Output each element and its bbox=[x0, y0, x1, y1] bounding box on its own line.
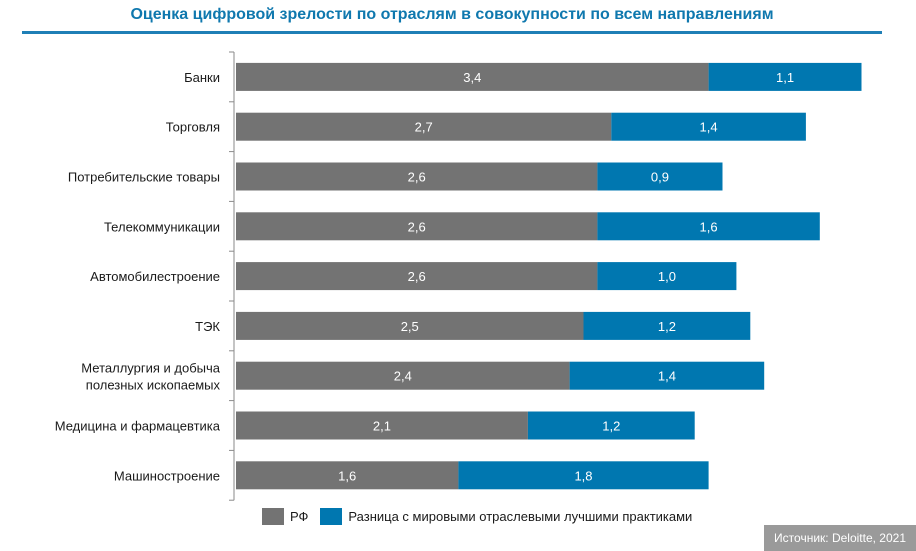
category-label: Потребительские товары bbox=[68, 170, 220, 185]
value-label-gap: 0,9 bbox=[651, 170, 669, 185]
category-label: Автомобилестроение bbox=[90, 269, 220, 284]
legend: РФ Разница с мировыми отраслевыми лучшим… bbox=[262, 506, 704, 526]
legend-swatch-rf bbox=[262, 507, 284, 525]
bar-rf bbox=[236, 62, 709, 91]
bar-gap bbox=[527, 411, 695, 440]
bar-rf bbox=[236, 361, 570, 390]
value-label-rf: 2,6 bbox=[408, 269, 426, 284]
value-label-gap: 1,0 bbox=[658, 269, 676, 284]
legend-item-rf: РФ bbox=[262, 507, 309, 525]
value-label-gap: 1,2 bbox=[658, 319, 676, 334]
bar-rf bbox=[236, 411, 528, 440]
value-label-gap: 1,2 bbox=[602, 419, 620, 434]
value-label-gap: 1,4 bbox=[658, 369, 676, 384]
title-underline bbox=[22, 31, 882, 34]
value-label-gap: 1,1 bbox=[776, 70, 794, 85]
bar-gap bbox=[597, 162, 723, 191]
category-label: Банки bbox=[184, 70, 220, 85]
legend-item-gap: Разница с мировыми отраслевыми лучшими п… bbox=[320, 507, 693, 525]
category-label: Медицина и фармацевтика bbox=[55, 419, 221, 434]
bar-rf bbox=[236, 262, 598, 291]
value-label-rf: 2,4 bbox=[394, 369, 412, 384]
legend-label-rf: РФ bbox=[290, 508, 309, 524]
bar-rf bbox=[236, 162, 598, 191]
value-label-rf: 3,4 bbox=[463, 70, 481, 85]
bar-rf bbox=[236, 212, 598, 241]
value-label-gap: 1,6 bbox=[700, 219, 718, 234]
value-label-rf: 2,7 bbox=[415, 120, 433, 135]
source-note: Источник: Deloitte, 2021 bbox=[764, 525, 916, 551]
bar-rf bbox=[236, 112, 612, 141]
category-label: Металлургия и добыча полезных ископаемых bbox=[81, 361, 220, 393]
chart-title: Оценка цифровой зрелости по отраслям в с… bbox=[130, 6, 774, 23]
value-label-gap: 1,4 bbox=[700, 120, 718, 135]
value-label-gap: 1,8 bbox=[574, 468, 592, 483]
bar-gap bbox=[597, 262, 737, 291]
bar-rf bbox=[236, 461, 459, 490]
category-label: Телекоммуникации bbox=[104, 219, 220, 234]
category-label: Машиностроение bbox=[114, 468, 220, 483]
bar-gap bbox=[569, 361, 765, 390]
bar-gap bbox=[597, 212, 820, 241]
legend-label-gap: Разница с мировыми отраслевыми лучшими п… bbox=[348, 508, 693, 524]
value-label-rf: 2,1 bbox=[373, 419, 391, 434]
bar-gap bbox=[583, 311, 751, 340]
bar-rf bbox=[236, 311, 584, 340]
legend-swatch-gap bbox=[320, 507, 343, 525]
value-label-rf: 2,6 bbox=[408, 219, 426, 234]
value-label-rf: 1,6 bbox=[338, 468, 356, 483]
category-label: Торговля bbox=[166, 120, 220, 135]
bar-gap bbox=[458, 461, 709, 490]
bar-gap bbox=[611, 112, 806, 141]
value-label-rf: 2,6 bbox=[408, 170, 426, 185]
bar-gap bbox=[708, 62, 862, 91]
value-label-rf: 2,5 bbox=[401, 319, 419, 334]
category-label: ТЭК bbox=[195, 319, 220, 334]
